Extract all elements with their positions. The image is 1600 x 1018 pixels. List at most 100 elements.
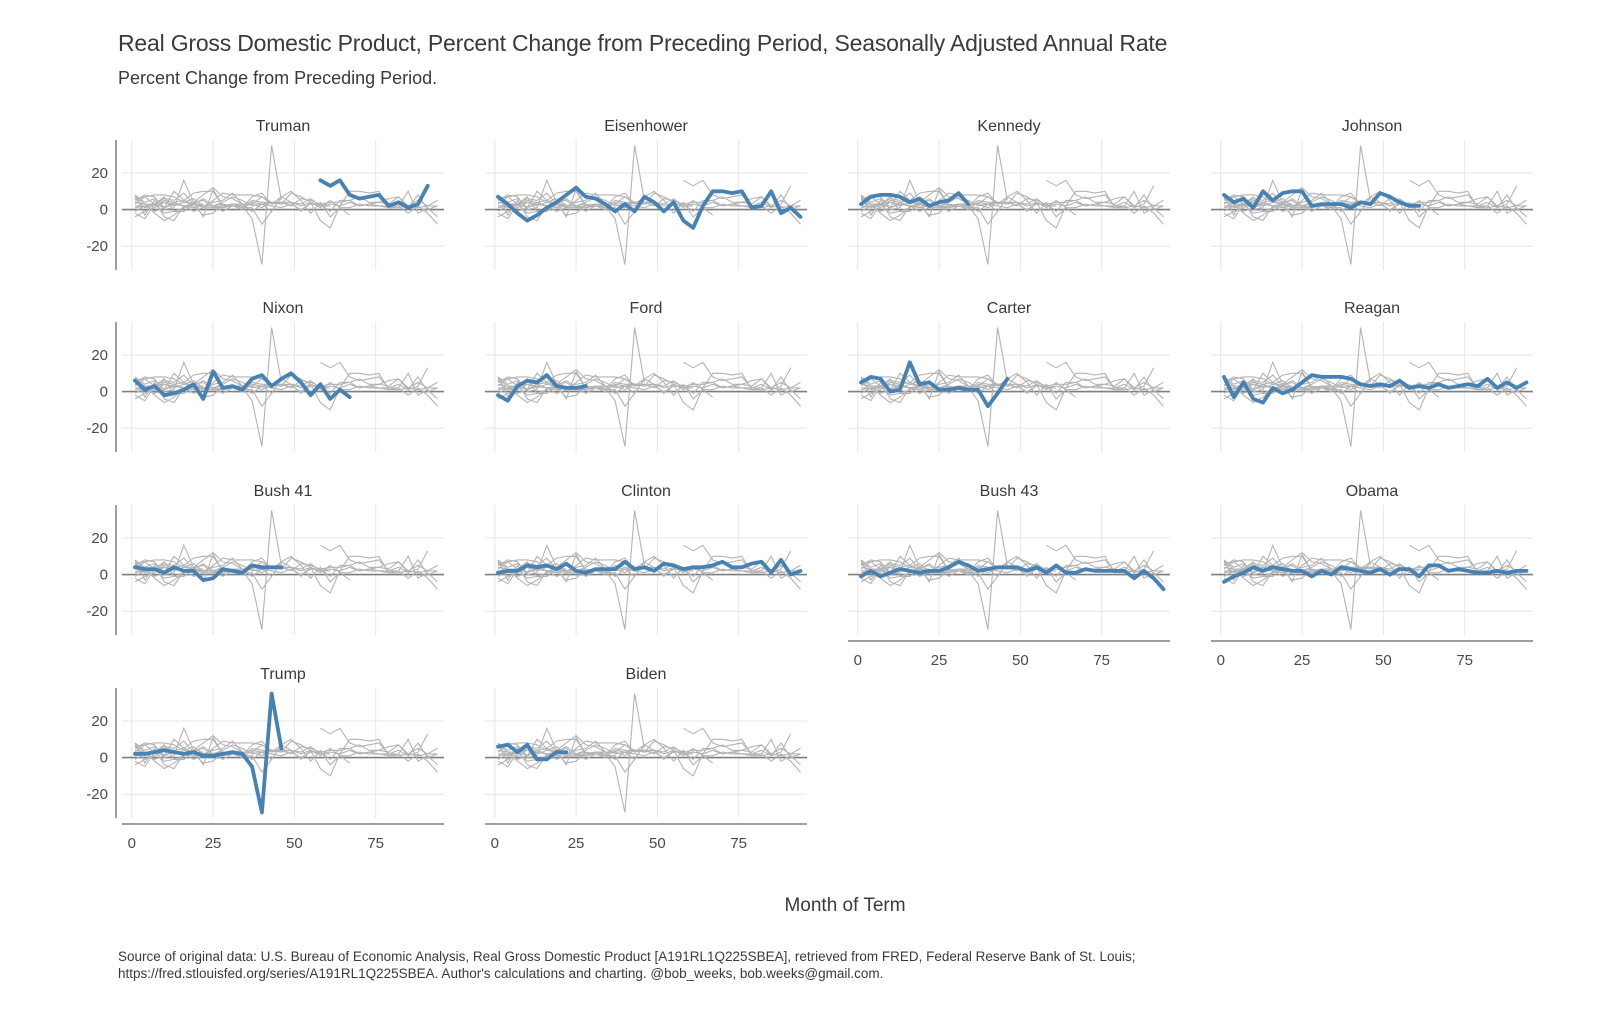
facet-label-obama: Obama xyxy=(1346,483,1399,500)
background-line-trump xyxy=(498,693,645,813)
background-line-obama xyxy=(1223,381,1527,400)
highlight-line-truman xyxy=(318,178,430,210)
x-tick-label: 0 xyxy=(128,835,136,852)
background-line-bush-41 xyxy=(860,199,1008,216)
background-line-obama xyxy=(134,199,438,218)
background-line-obama xyxy=(497,381,801,400)
background-line-clinton xyxy=(134,741,438,759)
background-line-clinton xyxy=(860,375,1164,393)
x-tick-label: 0 xyxy=(854,652,862,669)
facet-johnson: Johnson xyxy=(1211,118,1533,270)
background-line-biden xyxy=(134,196,204,212)
facet-label-truman: Truman xyxy=(256,118,311,135)
facet-nixon: Nixon -20 0 20 xyxy=(86,300,444,452)
x-tick-label: 0 xyxy=(491,835,499,852)
background-line-truman xyxy=(1409,179,1518,209)
background-line-kennedy xyxy=(1223,557,1332,572)
background-line-bush-43 xyxy=(497,378,801,407)
facet-label-biden: Biden xyxy=(626,666,667,683)
facet-trump: Trump -20 0 20 0 25 50 75 xyxy=(86,666,444,852)
x-axis-title: Month of Term xyxy=(784,895,906,916)
background-line-clinton xyxy=(497,375,801,393)
highlight-line-ford xyxy=(496,373,588,403)
y-tick-label: -20 xyxy=(86,603,108,620)
x-tick-label: 50 xyxy=(1012,652,1029,669)
background-line-reagan xyxy=(1223,192,1527,222)
facet-biden: Biden 0 25 50 75 xyxy=(485,666,807,852)
facet-label-carter: Carter xyxy=(987,300,1032,317)
background-line-obama xyxy=(134,747,438,766)
x-tick-label: 75 xyxy=(1456,652,1473,669)
facet-obama: Obama 0 25 50 75 xyxy=(1211,483,1533,669)
x-tick-label: 25 xyxy=(568,835,585,852)
facet-kennedy: Kennedy xyxy=(848,118,1170,270)
background-line-bush-43 xyxy=(1223,196,1527,225)
highlight-line-eisenhower xyxy=(496,185,803,230)
background-line-reagan xyxy=(497,374,801,404)
facet-label-nixon: Nixon xyxy=(263,300,304,317)
caption-line-2: https://fred.stlouisfed.org/series/A191R… xyxy=(118,966,884,981)
x-tick-label: 50 xyxy=(1375,652,1392,669)
facet-ford: Ford xyxy=(485,300,807,452)
y-tick-label: 20 xyxy=(91,530,108,547)
y-tick-label: 0 xyxy=(100,384,108,401)
facet-label-bush-41: Bush 41 xyxy=(254,483,313,500)
facet-label-clinton: Clinton xyxy=(621,483,671,500)
background-line-bush-41 xyxy=(1223,199,1371,216)
x-tick-label: 50 xyxy=(286,835,303,852)
background-line-clinton xyxy=(497,741,801,759)
background-line-bush-43 xyxy=(497,744,801,773)
background-line-reagan xyxy=(860,374,1164,404)
highlight-line-clinton xyxy=(496,558,803,577)
background-line-bush-41 xyxy=(860,564,1008,581)
facet-label-johnson: Johnson xyxy=(1342,118,1403,135)
highlight-line-trump xyxy=(133,691,284,815)
x-tick-label: 25 xyxy=(205,835,222,852)
background-line-obama xyxy=(134,564,438,583)
y-tick-label: 20 xyxy=(91,347,108,364)
background-line-kennedy xyxy=(1223,374,1332,389)
facet-label-bush-43: Bush 43 xyxy=(980,483,1039,500)
background-line-obama xyxy=(134,381,438,400)
y-tick-label: 0 xyxy=(100,750,108,767)
facet-bush-41: Bush 41 -20 0 20 xyxy=(86,483,444,635)
facet-label-ford: Ford xyxy=(630,300,663,317)
background-line-truman xyxy=(320,361,429,391)
facet-label-kennedy: Kennedy xyxy=(977,118,1040,135)
background-line-kennedy xyxy=(860,557,969,572)
background-line-truman xyxy=(1046,544,1155,574)
facet-label-trump: Trump xyxy=(260,666,306,683)
highlight-line-bush-41 xyxy=(133,563,284,582)
background-line-obama xyxy=(497,747,801,766)
background-line-clinton xyxy=(134,193,438,211)
highlight-line-kennedy xyxy=(859,191,971,208)
highlight-line-carter xyxy=(859,360,1010,409)
facet-label-reagan: Reagan xyxy=(1344,300,1400,317)
background-line-truman xyxy=(1046,361,1155,391)
background-line-truman xyxy=(320,544,429,574)
facet-bush-43: Bush 43 0 25 50 75 xyxy=(848,483,1170,669)
background-line-kennedy xyxy=(134,374,243,389)
background-line-trump xyxy=(135,145,282,265)
chart-subtitle: Percent Change from Preceding Period. xyxy=(118,68,438,88)
x-tick-label: 75 xyxy=(1093,652,1110,669)
background-line-trump xyxy=(498,145,645,265)
y-tick-label: 20 xyxy=(91,713,108,730)
background-line-truman xyxy=(683,179,792,209)
background-line-kennedy xyxy=(134,557,243,572)
source-caption: Source of original data: U.S. Bureau of … xyxy=(118,948,1498,982)
background-line-biden xyxy=(1223,196,1293,212)
background-line-kennedy xyxy=(134,740,243,755)
background-line-clinton xyxy=(134,375,438,393)
background-line-bush-41 xyxy=(497,199,645,216)
y-tick-label: 0 xyxy=(100,202,108,219)
facet-label-eisenhower: Eisenhower xyxy=(604,118,688,135)
background-line-truman xyxy=(683,361,792,391)
highlight-line-johnson xyxy=(1222,189,1422,210)
caption-line-1: Source of original data: U.S. Bureau of … xyxy=(118,949,1136,964)
y-tick-label: -20 xyxy=(86,786,108,803)
background-line-obama xyxy=(860,381,1164,400)
background-line-clinton xyxy=(497,193,801,211)
y-tick-label: 0 xyxy=(100,567,108,584)
